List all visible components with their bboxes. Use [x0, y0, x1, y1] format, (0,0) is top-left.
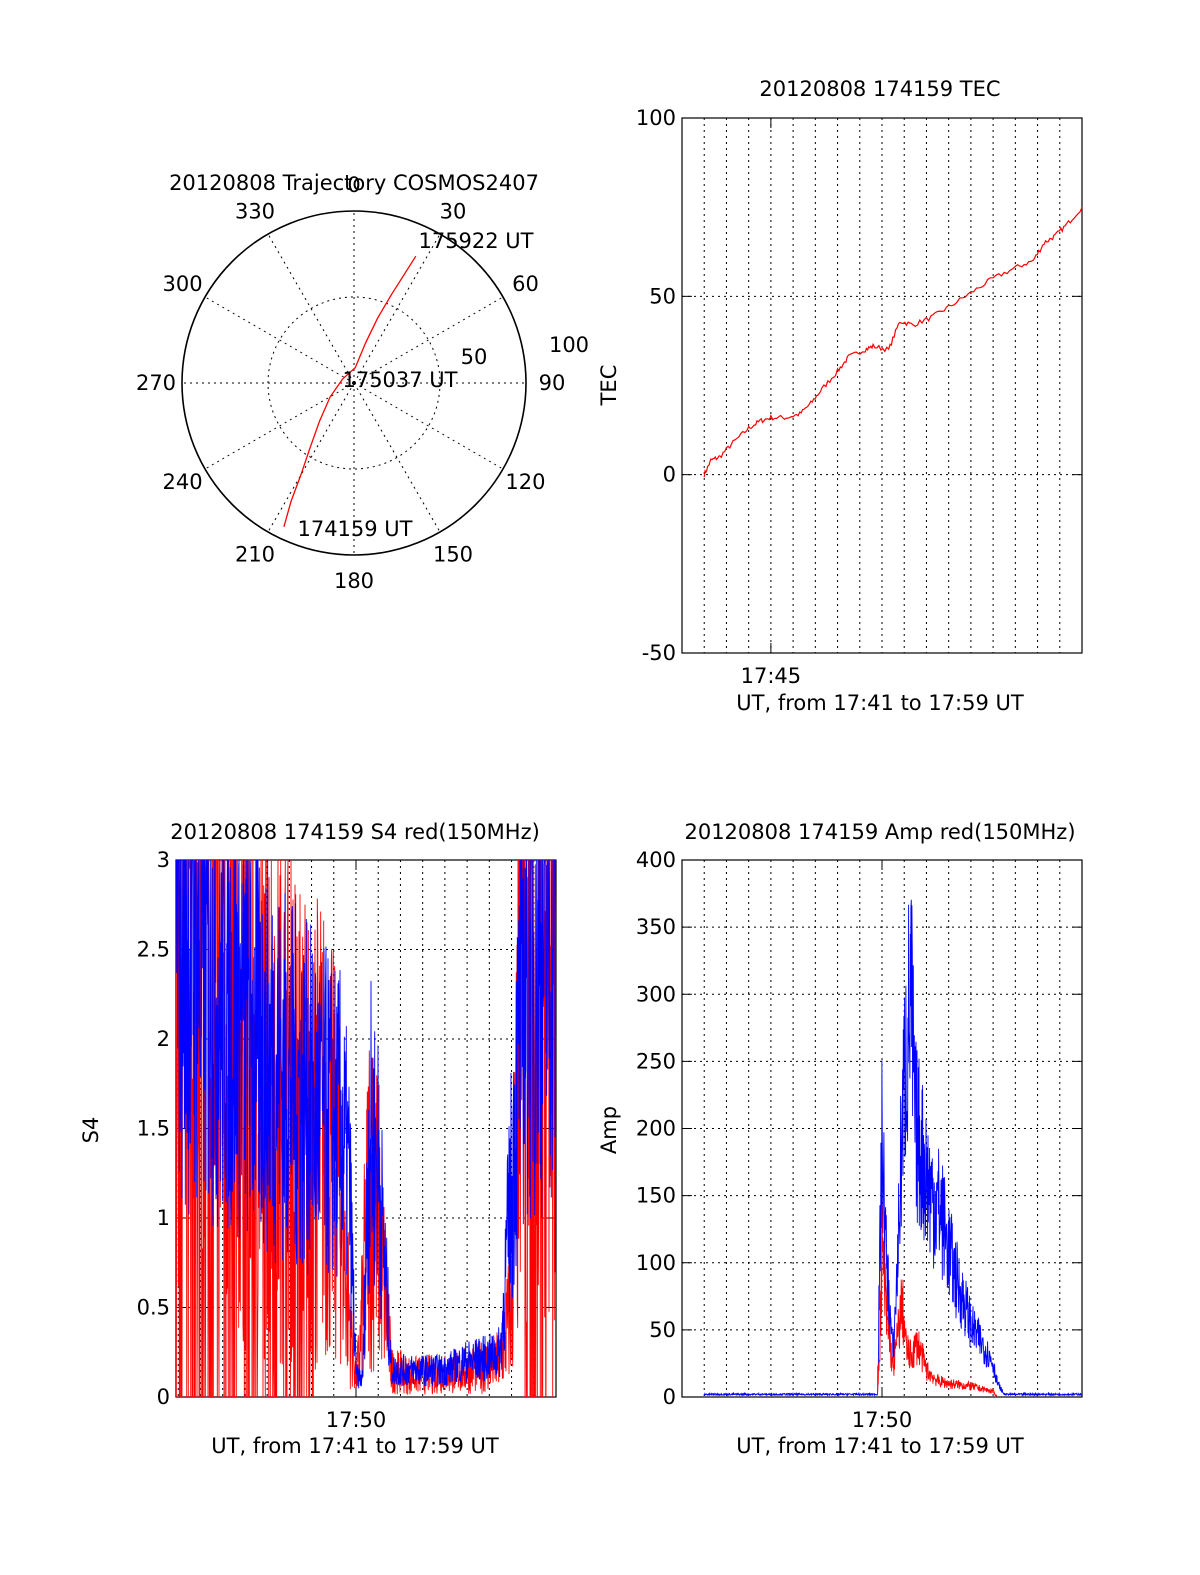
y-tick-label: 400 — [636, 848, 676, 872]
polar-series — [283, 255, 417, 527]
plot-frame — [681, 117, 1083, 654]
y-tick-label: 150 — [636, 1184, 676, 1208]
y-tick-label: 2 — [157, 1027, 170, 1051]
tec-xlabel: UT, from 17:41 to 17:59 UT — [736, 691, 1024, 715]
polar-azimuth-label: 300 — [162, 272, 202, 296]
y-tick-label: 250 — [636, 1049, 676, 1073]
amp-xlabel: UT, from 17:41 to 17:59 UT — [736, 1434, 1024, 1458]
y-tick-label: 3 — [157, 848, 170, 872]
s4-ylabel: S4 — [79, 1117, 103, 1144]
y-tick-label: 0 — [157, 1385, 170, 1409]
polar-radius-label: 100 — [549, 333, 589, 357]
polar-spoke — [204, 296, 355, 384]
y-tick-label: 100 — [636, 1251, 676, 1275]
trajectory-line — [283, 255, 417, 527]
trajectory-mid-label: 175037 UT — [342, 368, 457, 392]
y-tick-label: 50 — [649, 284, 676, 308]
y-tick-label: -50 — [642, 641, 676, 665]
y-tick-label: 0.5 — [137, 1296, 170, 1320]
polar-azimuth-label: 30 — [440, 200, 467, 224]
polar-azimuth-label: 210 — [235, 542, 275, 566]
polar-spoke — [353, 296, 504, 384]
s4-chart: 20120808 174159 S4 red(150MHz) S4 UT, fr… — [79, 820, 557, 1458]
polar-azimuth-label: 60 — [512, 272, 539, 296]
tec-series-line — [703, 206, 1083, 478]
amp-series-line — [703, 899, 1082, 1397]
polar-azimuth-label: 330 — [235, 200, 275, 224]
s4-xlabel: UT, from 17:41 to 17:59 UT — [211, 1434, 499, 1458]
polar-spoke — [353, 382, 441, 533]
polar-azimuth-label: 180 — [334, 569, 374, 593]
polar-azimuth-label: 270 — [136, 371, 176, 395]
trajectory-title: 20120808 Trajectory COSMOS2407 — [169, 171, 539, 195]
polar-spoke — [267, 233, 355, 384]
amp-ylabel: Amp — [597, 1106, 621, 1154]
y-tick-label: 50 — [649, 1318, 676, 1342]
polar-azimuth-label: 240 — [162, 470, 202, 494]
polar-labels: 0 30 60 90 120 150 180 210 240 270 300 330 50 100 — [136, 173, 589, 593]
plot-frame — [681, 859, 1083, 1398]
trajectory-polar-chart: 20120808 Trajectory COSMOS2407 0 30 60 90 12… — [136, 171, 589, 593]
tec-ylabel: TEC — [597, 365, 621, 407]
y-tick-label: 2.5 — [137, 938, 170, 962]
y-tick-label: 1.5 — [137, 1117, 170, 1141]
trajectory-start-label: 174159 UT — [297, 517, 412, 541]
y-tick-label: 0 — [663, 1385, 676, 1409]
y-tick-label: 100 — [636, 106, 676, 130]
y-tick-label: 1 — [157, 1206, 170, 1230]
s4-series-line — [176, 860, 556, 1389]
trajectory-end-label: 175922 UT — [418, 229, 533, 253]
polar-azimuth-label: 0 — [347, 173, 360, 197]
amp-series-line — [877, 1205, 998, 1397]
polar-azimuth-label: 90 — [539, 371, 566, 395]
polar-spoke — [353, 233, 441, 384]
y-tick-label: 350 — [636, 915, 676, 939]
amp-chart: 20120808 174159 Amp red(150MHz) Amp UT, … — [597, 820, 1083, 1458]
y-tick-label: 200 — [636, 1117, 676, 1141]
x-tick-label: 17:50 — [852, 1408, 913, 1432]
polar-spoke — [204, 382, 355, 470]
y-tick-label: 0 — [663, 463, 676, 487]
amp-title: 20120808 174159 Amp red(150MHz) — [684, 820, 1075, 844]
polar-spoke — [267, 382, 355, 533]
y-tick-label: 300 — [636, 982, 676, 1006]
polar-azimuth-label: 150 — [433, 542, 473, 566]
polar-outer-ring — [181, 210, 527, 556]
x-tick-label: 17:50 — [326, 1408, 387, 1432]
polar-azimuth-label: 120 — [505, 470, 545, 494]
tec-title: 20120808 174159 TEC — [759, 77, 1000, 101]
x-tick-label: 17:45 — [741, 664, 802, 688]
polar-grid — [181, 210, 527, 556]
tec-chart: 20120808 174159 TEC TEC UT, from 17:41 t… — [597, 77, 1083, 715]
s4-title: 20120808 174159 S4 red(150MHz) — [170, 820, 540, 844]
polar-radius-label: 50 — [461, 345, 488, 369]
polar-spoke — [353, 382, 504, 470]
